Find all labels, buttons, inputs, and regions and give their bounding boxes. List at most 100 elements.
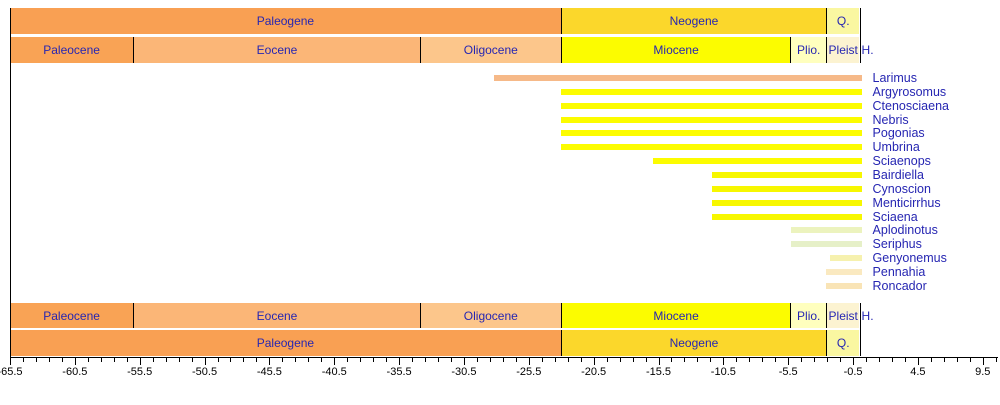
epoch-label: Eocene xyxy=(256,43,298,57)
x-axis-major-tick xyxy=(593,358,595,365)
epoch-plio: Plio. xyxy=(790,37,827,63)
x-axis-minor-tick xyxy=(438,358,439,362)
x-axis-major-tick xyxy=(528,358,530,365)
epoch-plio: Plio. xyxy=(790,303,827,328)
x-axis-line xyxy=(10,357,998,358)
x-axis-minor-tick xyxy=(386,358,388,362)
period-paleogene: Paleogene xyxy=(10,330,561,356)
taxon-label-sciaenops: Sciaenops xyxy=(872,154,931,169)
x-axis-minor-tick xyxy=(749,358,751,362)
x-axis-minor-tick xyxy=(152,358,154,362)
x-axis-minor-tick xyxy=(762,358,764,362)
x-axis-tick-label: -45.5 xyxy=(256,366,282,378)
x-axis-minor-tick xyxy=(476,358,478,362)
x-axis-minor-tick xyxy=(126,358,128,362)
x-axis-tick-label: -5.5 xyxy=(778,366,798,378)
x-axis-minor-tick xyxy=(48,358,50,362)
x-axis-minor-tick xyxy=(373,358,375,362)
taxon-label-umbrina: Umbrina xyxy=(872,140,920,155)
x-axis-minor-tick xyxy=(554,358,556,362)
range-bar-sciaena xyxy=(711,213,862,220)
x-axis-major-tick xyxy=(853,358,855,365)
x-axis-tick-label: -40.5 xyxy=(321,366,347,378)
x-axis-minor-tick xyxy=(178,358,180,362)
timescale-bottom-right-end-line xyxy=(860,303,861,356)
x-axis-minor-tick xyxy=(801,358,803,362)
range-bar-pennahia xyxy=(825,268,862,275)
epoch-eocene: Eocene xyxy=(133,303,420,328)
taxon-label-ctenosciaena: Ctenosciaena xyxy=(872,98,949,113)
x-axis-minor-tick xyxy=(840,358,842,362)
epoch-label: Oligocene xyxy=(463,43,518,57)
range-bar-sciaenops xyxy=(653,158,862,165)
taxon-label-genyonemus: Genyonemus xyxy=(872,251,947,266)
x-axis-tick-label: -60.5 xyxy=(62,366,88,378)
x-axis-minor-tick xyxy=(425,358,427,362)
x-axis-minor-tick xyxy=(243,358,245,362)
taxon-label-roncador: Roncador xyxy=(872,278,927,293)
range-bar-nebris xyxy=(560,116,862,123)
x-axis-tick-label: -15.5 xyxy=(645,366,672,378)
x-axis-minor-tick xyxy=(191,358,193,362)
x-axis-minor-tick xyxy=(736,358,738,362)
x-axis-minor-tick xyxy=(100,358,102,362)
range-bar-bairdiella xyxy=(711,171,862,178)
period-label: Neogene xyxy=(669,14,719,28)
range-bar-ctenosciaena xyxy=(560,102,862,109)
x-axis-major-tick xyxy=(399,358,401,365)
x-axis-major-tick xyxy=(139,358,141,365)
x-axis-major-tick xyxy=(788,358,790,365)
x-axis-tick-label: -50.5 xyxy=(192,366,218,378)
x-axis-major-tick xyxy=(269,358,271,365)
range-bar-menticirrhus xyxy=(711,199,862,206)
period-label: Q. xyxy=(836,14,850,28)
x-axis-minor-tick xyxy=(956,358,958,362)
x-axis-minor-tick xyxy=(775,358,777,362)
x-axis-minor-tick xyxy=(697,358,699,362)
x-axis-tick-label: -0.5 xyxy=(843,366,863,378)
x-axis-tick-label: -35.5 xyxy=(386,366,412,378)
x-axis-minor-tick xyxy=(632,358,634,362)
epoch-oligocene: Oligocene xyxy=(419,303,561,328)
period-paleogene: Paleogene xyxy=(10,8,561,34)
range-bar-seriphus xyxy=(790,241,862,248)
epoch-label: Plio. xyxy=(797,43,821,57)
period-label: Paleogene xyxy=(256,14,315,28)
x-axis-minor-tick xyxy=(360,358,362,362)
epoch-label: Miocene xyxy=(653,43,699,57)
epoch-eocene: Eocene xyxy=(133,37,420,63)
x-axis-minor-tick xyxy=(87,358,89,362)
x-axis-minor-tick xyxy=(308,358,310,362)
x-axis-minor-tick xyxy=(165,358,167,362)
epoch-label: Plio. xyxy=(797,308,821,323)
x-axis-minor-tick xyxy=(827,358,829,362)
x-axis-minor-tick xyxy=(489,358,491,362)
range-bar-genyonemus xyxy=(829,255,862,262)
period-q: Q. xyxy=(826,8,860,34)
epoch-pleist: Pleist xyxy=(826,37,860,63)
epoch-label: Paleocene xyxy=(43,308,100,323)
x-axis-major-tick xyxy=(463,358,465,365)
x-axis-tick-label: 9.5 xyxy=(975,366,991,378)
taxon-label-nebris: Nebris xyxy=(872,112,909,127)
range-bar-pogonias xyxy=(560,130,862,137)
period-label: Paleogene xyxy=(256,336,315,350)
x-axis-minor-tick xyxy=(230,358,232,362)
taxon-label-menticirrhus: Menticirrhus xyxy=(872,195,941,210)
x-axis-minor-tick xyxy=(645,358,647,362)
period-neogene: Neogene xyxy=(560,8,827,34)
epoch-label: Eocene xyxy=(256,308,298,323)
taxon-label-cynoscion: Cynoscion xyxy=(872,181,931,196)
range-bar-larimus xyxy=(493,75,862,81)
x-axis-minor-tick xyxy=(606,358,608,362)
taxon-label-bairdiella: Bairdiella xyxy=(872,167,924,182)
x-axis-minor-tick xyxy=(878,358,880,362)
x-axis-major-tick xyxy=(917,358,919,365)
range-bar-umbrina xyxy=(560,144,862,151)
x-axis-minor-tick xyxy=(619,358,621,362)
x-axis-minor-tick xyxy=(22,358,24,362)
x-axis-tick-label: -10.5 xyxy=(710,366,736,378)
x-axis-minor-tick xyxy=(684,358,686,362)
epoch-label: Oligocene xyxy=(463,308,518,323)
x-axis-tick-label: -30.5 xyxy=(451,366,477,378)
